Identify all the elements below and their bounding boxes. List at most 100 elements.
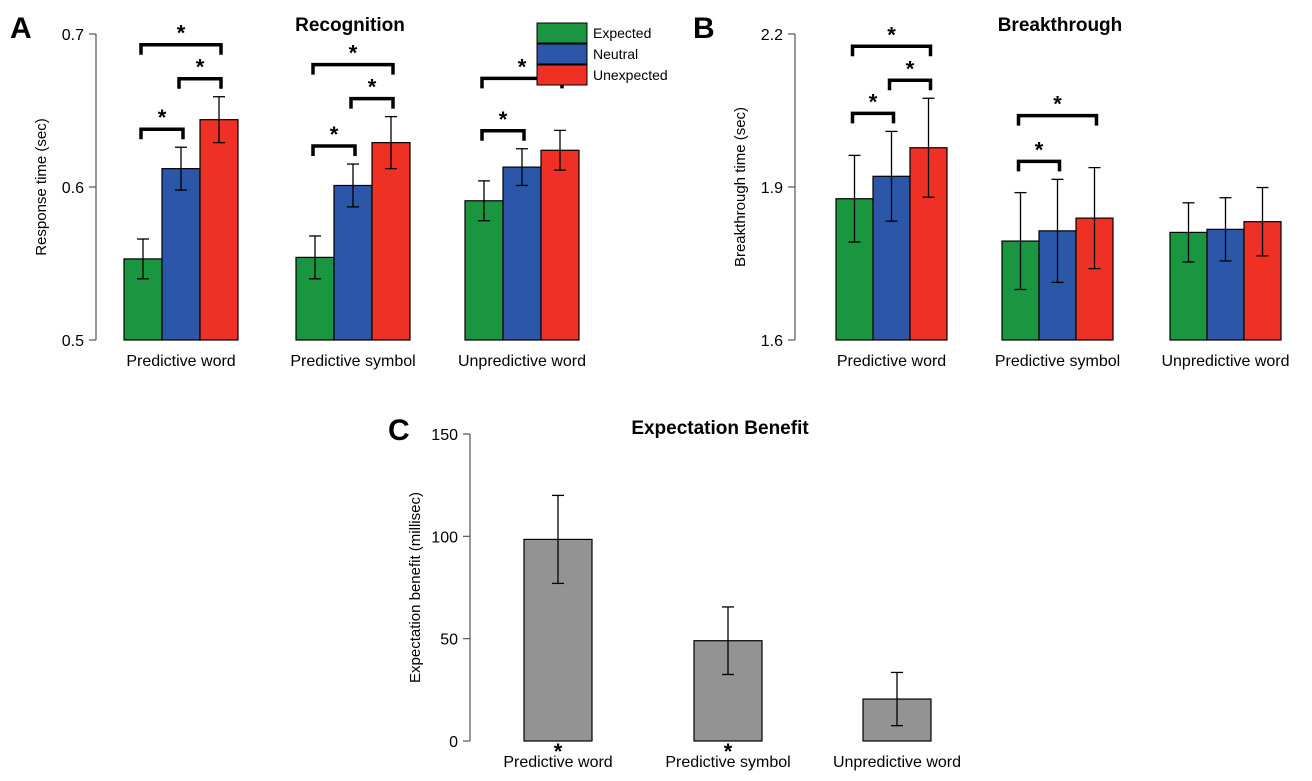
y-axis-label: Expectation benefit (millisec) [407,492,424,683]
significance-star: * [724,739,733,764]
bracket-line [311,62,395,75]
panel-c-expectation-benefit: C Expectation Benefit 0 50 100 150 Expectation… [388,414,961,771]
significance-bracket: * [349,75,395,109]
significance-bracket: * [311,122,357,157]
error-bar [516,148,528,187]
error-bar [213,96,225,144]
panel-letter: B [693,12,715,45]
bar-neutral [161,168,201,341]
bar-unexpected [371,142,411,341]
legend-label: Neutral [593,46,638,62]
error-bar [1256,186,1269,257]
significance-bracket: * [1016,137,1062,172]
legend-label: Unexpected [593,67,668,83]
bracket-line [311,144,357,157]
category-label: Predictive word [837,353,946,370]
y-tick-label: 0.7 [62,27,84,44]
bracket-line [887,78,933,91]
y-tick-label: 150 [431,427,458,444]
significance-bracket: * [887,56,933,91]
bar-unexpected [540,149,580,341]
category-label: Predictive symbol [665,754,790,771]
error-bar [347,163,359,208]
category-label: Unpredictive word [833,754,961,771]
y-tick-label: 1.6 [761,333,783,350]
significance-star: * [1035,137,1044,162]
significance-star: * [1053,92,1062,117]
y-tick-label: 50 [440,632,458,649]
significance-star: * [869,89,878,114]
error-bar [722,606,734,676]
legend-swatch [536,43,588,65]
y-tick-label: 0.6 [62,180,84,197]
significance-bracket: * [480,107,526,141]
significance-bracket: * [850,22,933,57]
error-bar [1088,166,1101,270]
error-bar [385,115,397,170]
error-bar [922,97,935,198]
significance-star: * [518,54,527,79]
category-label: Predictive symbol [995,353,1120,370]
chart-title: Breakthrough [998,15,1123,36]
error-bar [137,238,149,280]
panel-letter: C [388,414,410,447]
bracket-line [349,96,395,109]
significance-bracket: * [139,21,223,55]
significance-star: * [330,122,339,147]
y-tick-label: 100 [431,529,458,546]
bar-neutral [502,166,542,341]
panel-a-recognition: A Recognition 0.5 0.6 0.7 Response time (sec)… [10,12,668,370]
significance-star: * [349,41,358,66]
significance-star: * [906,56,915,81]
error-bar [552,494,564,585]
significance-star: * [177,21,186,46]
bar-neutral [333,184,373,341]
significance-star: * [158,105,167,130]
y-axis-label: Response time (sec) [33,118,50,256]
bracket-line [850,111,896,124]
significance-bracket: * [311,41,395,75]
bracket-line [480,129,526,141]
category-label: Predictive word [503,754,612,771]
significance-bracket: * [850,89,896,124]
bracket-line [850,44,933,57]
y-tick-label: 2.2 [761,27,783,44]
error-bar [1051,178,1064,284]
y-tick-label: 0.5 [62,333,84,350]
y-axis-label: Breakthrough time (sec) [732,107,749,267]
y-axis: 0.5 0.6 0.7 Response time (sec) [33,27,97,350]
significance-bracket: * [177,55,223,89]
error-bar [309,235,321,280]
y-axis: 0 50 100 150 Expectation benefit (millisec) [407,427,471,751]
significance-bracket: * [1016,92,1099,126]
legend-swatch [536,64,588,86]
category-label: Unpredictive word [1161,353,1289,370]
error-bar [1182,202,1195,263]
panel-letter: A [10,12,32,45]
chart-title: Expectation Benefit [631,418,809,439]
significance-bracket: * [139,105,185,140]
error-bar [885,130,898,222]
significance-star: * [499,107,508,132]
error-bar [478,180,490,222]
category-label: Predictive symbol [290,353,415,370]
bracket-line [1016,159,1062,172]
bar-benefit [693,640,763,742]
bracket-line [177,76,223,89]
significance-star: * [554,739,563,764]
category-label: Predictive word [126,353,235,370]
error-bar [1014,191,1027,291]
bracket-line [139,42,223,55]
significance-star: * [887,22,896,47]
legend: Expected Neutral Unexpected [536,22,668,86]
chart-title: Recognition [295,15,405,36]
significance-star: * [368,75,377,100]
error-bar [175,146,187,191]
legend-swatch [536,22,588,44]
y-tick-label: 1.9 [761,180,783,197]
category-label: Unpredictive word [458,353,586,370]
error-bar [554,129,566,171]
y-axis: 1.6 1.9 2.2 Breakthrough time (sec) [732,27,796,350]
error-bar [848,154,861,243]
